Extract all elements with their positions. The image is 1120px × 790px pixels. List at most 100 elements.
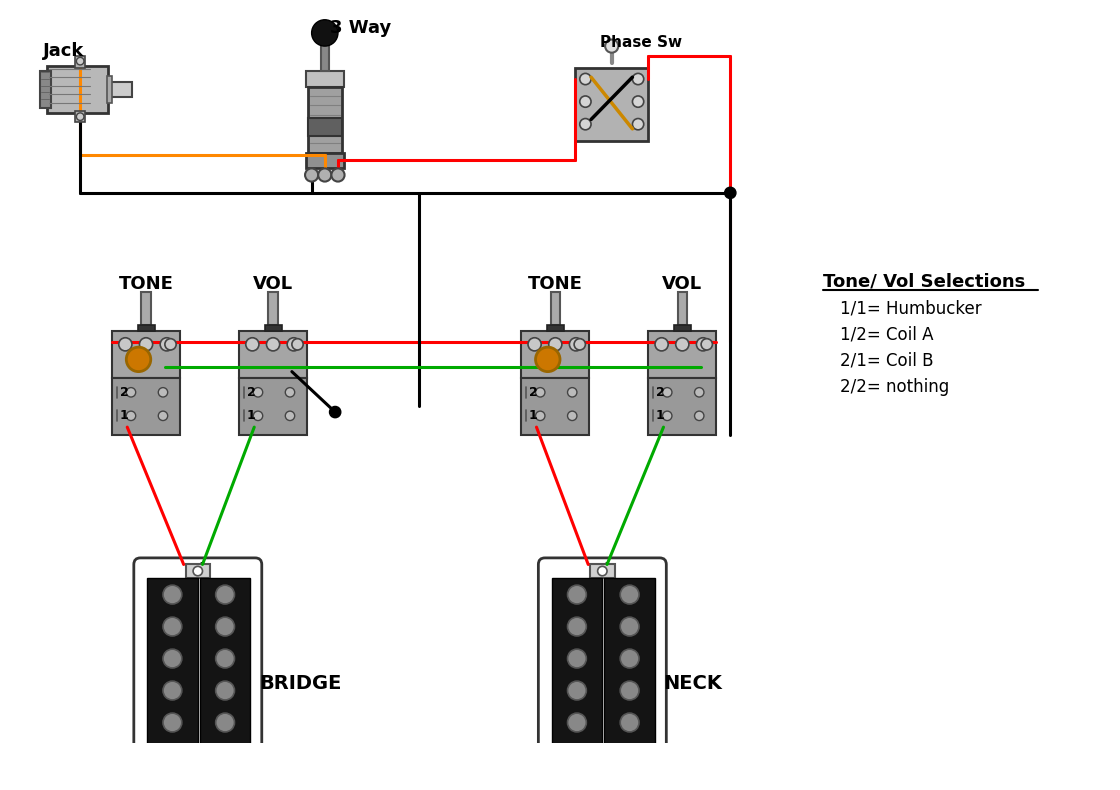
Circle shape (568, 745, 587, 764)
Text: A: A (166, 784, 177, 790)
Circle shape (127, 411, 136, 420)
Bar (547, 325, 563, 331)
Circle shape (568, 649, 587, 668)
Circle shape (655, 338, 669, 351)
Circle shape (569, 338, 582, 351)
Bar (321, 43, 328, 70)
Circle shape (605, 40, 618, 53)
Circle shape (620, 713, 640, 732)
Text: TONE: TONE (528, 275, 582, 293)
Circle shape (76, 58, 84, 65)
Bar (112, 378, 180, 434)
Circle shape (620, 681, 640, 700)
Circle shape (164, 681, 181, 700)
Circle shape (332, 168, 345, 182)
Circle shape (620, 585, 640, 604)
Text: 2: 2 (246, 386, 255, 399)
Circle shape (76, 113, 84, 120)
Circle shape (287, 338, 300, 351)
Bar (141, 292, 151, 325)
Circle shape (694, 388, 704, 397)
Bar (138, 325, 155, 331)
Circle shape (164, 649, 181, 668)
Bar (47, 66, 109, 113)
Circle shape (568, 388, 577, 397)
Circle shape (119, 338, 132, 351)
Text: 1/1= Humbucker: 1/1= Humbucker (840, 299, 982, 317)
FancyBboxPatch shape (133, 558, 262, 790)
Circle shape (216, 649, 234, 668)
Circle shape (633, 73, 644, 85)
Text: 3 Way: 3 Way (329, 19, 391, 37)
Circle shape (633, 118, 644, 130)
Bar (240, 331, 307, 378)
Text: VOL: VOL (662, 275, 702, 293)
Bar (308, 88, 342, 153)
Text: 2/2= nothing: 2/2= nothing (840, 378, 950, 397)
Circle shape (580, 96, 591, 107)
Bar (575, 68, 648, 141)
Bar (264, 325, 281, 331)
Text: 1: 1 (529, 409, 538, 422)
Circle shape (127, 388, 136, 397)
Bar (308, 118, 342, 137)
Bar (106, 76, 112, 103)
Text: 2: 2 (120, 386, 129, 399)
Text: 2/1= Coil B: 2/1= Coil B (840, 352, 934, 370)
Circle shape (580, 118, 591, 130)
Circle shape (164, 713, 181, 732)
Circle shape (127, 347, 151, 371)
Circle shape (568, 585, 587, 604)
Text: VOL: VOL (253, 275, 293, 293)
Circle shape (580, 73, 591, 85)
Circle shape (694, 411, 704, 420)
Bar (551, 292, 560, 325)
Bar (306, 153, 344, 168)
Text: A: A (570, 784, 582, 790)
Circle shape (158, 411, 168, 420)
Circle shape (633, 96, 644, 107)
Circle shape (140, 338, 152, 351)
Circle shape (267, 338, 280, 351)
Circle shape (158, 388, 168, 397)
Circle shape (253, 388, 263, 397)
Text: 1: 1 (246, 409, 255, 422)
Circle shape (216, 617, 234, 636)
Circle shape (568, 617, 587, 636)
Circle shape (598, 566, 607, 576)
Circle shape (620, 745, 640, 764)
FancyBboxPatch shape (539, 558, 666, 790)
Circle shape (528, 338, 541, 351)
Text: Jack: Jack (43, 43, 84, 60)
Circle shape (535, 411, 545, 420)
Text: B: B (216, 784, 228, 790)
Circle shape (164, 585, 181, 604)
Bar (678, 292, 687, 325)
Circle shape (216, 713, 234, 732)
Circle shape (575, 339, 586, 350)
Text: 2: 2 (656, 386, 664, 399)
Bar (39, 70, 52, 108)
Text: BRIDGE: BRIDGE (259, 675, 342, 694)
Circle shape (253, 411, 263, 420)
Bar (674, 325, 691, 331)
Circle shape (535, 388, 545, 397)
Bar (186, 565, 211, 577)
Circle shape (663, 411, 672, 420)
Bar (522, 378, 589, 434)
Bar (112, 331, 180, 378)
Text: TONE: TONE (119, 275, 174, 293)
Circle shape (311, 20, 338, 46)
Circle shape (568, 411, 577, 420)
Circle shape (286, 411, 295, 420)
Text: Tone/ Vol Selections: Tone/ Vol Selections (823, 273, 1026, 291)
Text: 1: 1 (120, 409, 129, 422)
Bar (306, 70, 344, 88)
Circle shape (165, 339, 176, 350)
Circle shape (286, 388, 295, 397)
Circle shape (620, 617, 640, 636)
Circle shape (305, 168, 318, 182)
Bar (522, 331, 589, 378)
Circle shape (701, 339, 712, 350)
Circle shape (675, 338, 689, 351)
